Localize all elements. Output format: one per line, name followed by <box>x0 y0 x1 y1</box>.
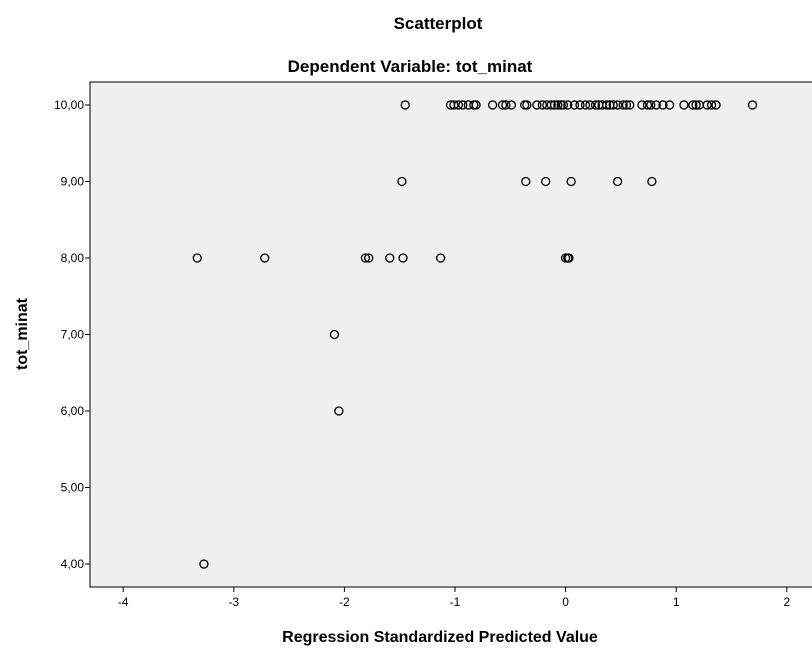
data-point <box>199 559 209 569</box>
data-point <box>612 176 623 187</box>
data-point <box>522 100 532 110</box>
y-tick-label: 6,00 <box>61 404 85 418</box>
data-point <box>612 100 623 110</box>
x-tick-label: -4 <box>118 595 129 609</box>
y-axis: 4,00 5,00 6,00 7,00 8,00 9,00 10,00 <box>54 98 90 571</box>
data-point <box>506 100 517 110</box>
y-tick-label: 7,00 <box>61 328 85 342</box>
data-point <box>642 100 653 110</box>
data-point <box>364 253 374 263</box>
data-point <box>637 100 647 110</box>
y-tick-label: 8,00 <box>61 251 85 265</box>
y-tick-label: 9,00 <box>61 174 85 188</box>
data-point <box>532 100 542 110</box>
data-point <box>706 100 717 110</box>
data-point <box>435 253 446 263</box>
data-point <box>647 176 657 187</box>
data-point <box>398 253 408 263</box>
data-point <box>625 100 635 110</box>
data-point <box>487 100 498 110</box>
data-point <box>192 253 202 263</box>
data-point <box>400 100 410 110</box>
data-point <box>563 100 573 110</box>
data-point <box>397 176 407 187</box>
x-tick-label: -2 <box>339 595 350 609</box>
y-axis-title: tot_minat <box>14 297 31 370</box>
data-point <box>334 406 344 416</box>
data-point <box>566 176 576 187</box>
data-point <box>497 100 508 110</box>
data-point <box>360 253 371 263</box>
data-point <box>449 100 459 110</box>
x-tick-label: 1 <box>673 595 680 609</box>
data-point <box>471 100 481 110</box>
data-point <box>541 176 551 187</box>
data-point <box>569 100 580 110</box>
data-point <box>453 100 463 110</box>
x-axis: -4 -3 -2 -1 0 1 2 <box>118 587 790 609</box>
plot-area <box>89 81 812 588</box>
data-point <box>580 100 591 110</box>
data-point <box>260 253 270 263</box>
data-point <box>385 253 395 263</box>
data-point <box>575 100 585 110</box>
data-points <box>192 100 758 569</box>
data-point <box>702 100 712 110</box>
data-point <box>608 100 618 110</box>
data-point <box>688 100 698 110</box>
data-point <box>549 100 560 110</box>
x-tick-label: 2 <box>783 595 790 609</box>
data-point <box>329 329 340 340</box>
y-tick-label: 10,00 <box>54 98 84 112</box>
data-point <box>691 100 701 110</box>
data-point <box>679 100 689 110</box>
chart-subtitle: Dependent Variable: tot_minat <box>288 57 533 76</box>
data-point <box>747 100 758 110</box>
data-point <box>658 100 668 110</box>
data-point <box>618 100 628 110</box>
x-tick-label: -1 <box>450 595 461 609</box>
data-point <box>521 176 531 187</box>
data-point <box>664 100 675 110</box>
data-point <box>711 100 721 110</box>
data-point <box>501 100 511 110</box>
data-point <box>651 100 661 110</box>
data-point <box>601 100 612 110</box>
y-tick-label: 5,00 <box>61 481 85 495</box>
data-point <box>590 100 601 110</box>
data-point <box>564 253 574 263</box>
x-tick-label: -3 <box>228 595 239 609</box>
x-tick-label: 0 <box>562 595 569 609</box>
data-point <box>546 100 556 110</box>
data-point <box>585 100 595 110</box>
y-tick-label: 4,00 <box>61 557 85 571</box>
chart-title: Scatterplot <box>394 14 483 33</box>
data-point <box>558 100 569 110</box>
data-point <box>553 100 563 110</box>
data-point <box>621 100 632 110</box>
data-point <box>537 100 548 110</box>
x-axis-title: Regression Standardized Predicted Value <box>282 629 598 646</box>
data-point <box>646 100 656 110</box>
data-point <box>458 100 468 110</box>
